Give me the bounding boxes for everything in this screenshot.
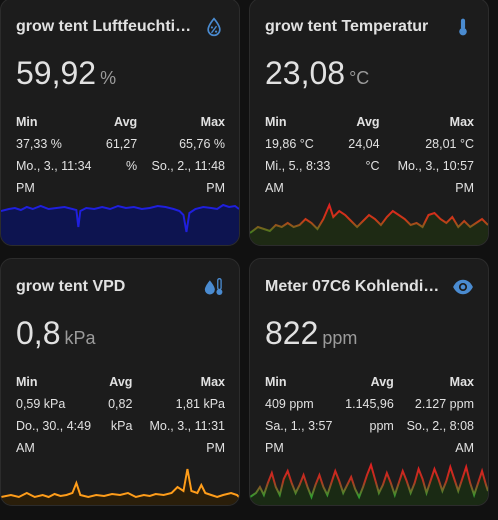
stat-min-time-ampm: AM	[265, 181, 284, 195]
stat-avg: Avg 24,04 °C	[348, 111, 379, 199]
state-value: 0,8	[16, 315, 61, 351]
stat-max-time: So., 2., 8:08	[406, 419, 474, 433]
stat-min-label: Min	[265, 115, 287, 129]
statistics: Min 19,86 °C Mi., 5., 8:33 AM Avg 24,04 …	[265, 111, 474, 199]
stat-max-time-ampm: PM	[206, 441, 225, 455]
stat-avg-label: Avg	[370, 375, 394, 389]
water-thermometer-icon	[203, 276, 225, 298]
stat-min-value: 0,59 kPa	[16, 397, 66, 411]
stat-max-value: 65,76 %	[179, 137, 225, 151]
card-title: Meter 07C6 Kohlendio…	[265, 278, 447, 295]
state-unit: kPa	[64, 328, 96, 348]
stat-avg-value: 0,82	[108, 397, 133, 411]
card-title: grow tent Luftfeuchtig…	[16, 18, 198, 35]
stat-min: Min 19,86 °C Mi., 5., 8:33 AM	[265, 111, 330, 199]
current-state: 0,8 kPa	[16, 315, 96, 352]
graph-line	[1, 203, 239, 233]
stat-min-label: Min	[16, 115, 38, 129]
stat-max-time: So., 2., 11:48	[151, 159, 225, 173]
stat-min: Min 0,59 kPa Do., 30., 4:49 AM	[16, 371, 91, 459]
stat-avg: Avg 61,27 %	[106, 111, 137, 199]
stat-max-time: Mo., 3., 11:31	[149, 419, 225, 433]
state-value: 59,92	[16, 55, 97, 91]
stat-max-time-ampm: AM	[455, 441, 474, 455]
state-unit: °C	[349, 68, 370, 88]
sensor-card-humidity[interactable]: grow tent Luftfeuchtig… 59,92 % Min 37,3…	[0, 0, 240, 246]
stat-min: Min 37,33 % Mo., 3., 11:34 PM	[16, 111, 92, 199]
card-header: grow tent Temperatur	[265, 15, 474, 39]
stat-max: Max 28,01 °C Mo., 3., 10:57 PM	[398, 111, 474, 199]
stat-avg-label: Avg	[109, 375, 133, 389]
history-graph	[250, 457, 488, 505]
graph-line	[250, 202, 488, 234]
stat-avg: Avg 1.145,96 ppm	[345, 371, 394, 459]
stat-max-time: Mo., 3., 10:57	[397, 159, 474, 173]
stat-min-value: 37,33 %	[16, 137, 62, 151]
water-percent-icon	[203, 16, 225, 38]
stat-max-value: 2.127 ppm	[414, 397, 474, 411]
stat-avg-unit: %	[126, 159, 138, 173]
stat-min-time: Mi., 5., 8:33	[265, 159, 331, 173]
eye-icon	[452, 276, 474, 298]
current-state: 59,92 %	[16, 55, 116, 92]
card-title: grow tent Temperatur	[265, 18, 429, 35]
stat-avg-value: 61,27	[105, 137, 138, 151]
stat-avg: Avg 0,82 kPa	[108, 371, 132, 459]
stat-min-time-ampm: AM	[16, 441, 35, 455]
stat-max-time-ampm: PM	[455, 181, 474, 195]
stat-avg-label: Avg	[114, 115, 138, 129]
card-title: grow tent VPD	[16, 278, 126, 295]
stat-min-time: Mo., 3., 11:34	[16, 159, 92, 173]
stat-avg-label: Avg	[356, 115, 380, 129]
stat-max-label: Max	[200, 375, 225, 389]
stat-min-time-ampm: PM	[265, 441, 284, 455]
thermometer-icon	[452, 16, 474, 38]
stat-avg-unit: ppm	[369, 419, 394, 433]
card-header: Meter 07C6 Kohlendio…	[265, 275, 474, 299]
stat-min-time: Sa., 1., 3:57	[265, 419, 333, 433]
stat-min-value: 19,86 °C	[265, 137, 314, 151]
sensor-card-temperature[interactable]: grow tent Temperatur 23,08 °C Min 19,86 …	[249, 0, 489, 246]
stat-min-time: Do., 30., 4:49	[16, 419, 92, 433]
current-state: 822 ppm	[265, 315, 357, 352]
graph-area	[250, 465, 488, 505]
stat-max-label: Max	[449, 115, 474, 129]
stat-max-value: 1,81 kPa	[175, 397, 225, 411]
card-header: grow tent Luftfeuchtig…	[16, 15, 225, 39]
graph-area	[1, 205, 239, 245]
history-graph	[250, 197, 488, 245]
current-state: 23,08 °C	[265, 55, 369, 92]
stat-avg-value: 24,04	[348, 137, 380, 151]
stat-min-value: 409 ppm	[265, 397, 314, 411]
stat-min: Min 409 ppm Sa., 1., 3:57 PM	[265, 371, 332, 459]
stat-avg-value: 1.145,96	[345, 397, 394, 411]
statistics: Min 37,33 % Mo., 3., 11:34 PM Avg 61,27 …	[16, 111, 225, 199]
history-graph	[1, 197, 239, 245]
stat-avg-unit: °C	[365, 159, 380, 173]
stat-max-value: 28,01 °C	[425, 137, 474, 151]
state-unit: ppm	[322, 328, 358, 348]
stat-min-time-ampm: PM	[16, 181, 35, 195]
state-value: 23,08	[265, 55, 346, 91]
stat-avg-unit: kPa	[110, 419, 133, 433]
stat-min-label: Min	[16, 375, 38, 389]
stat-max: Max 65,76 % So., 2., 11:48 PM	[152, 111, 225, 199]
stat-max-label: Max	[200, 115, 225, 129]
graph-line	[1, 468, 239, 499]
state-unit: %	[100, 68, 117, 88]
stat-max: Max 1,81 kPa Mo., 3., 11:31 PM	[149, 371, 225, 459]
sensor-card-vpd[interactable]: grow tent VPD 0,8 kPa Min 0,59 kPa Do., …	[0, 258, 240, 506]
stat-min-label: Min	[265, 375, 287, 389]
state-value: 822	[265, 315, 319, 351]
card-header: grow tent VPD	[16, 275, 225, 299]
stat-max-time-ampm: PM	[206, 181, 225, 195]
statistics: Min 409 ppm Sa., 1., 3:57 PM Avg 1.145,9…	[265, 371, 474, 459]
stat-max-label: Max	[449, 375, 474, 389]
statistics: Min 0,59 kPa Do., 30., 4:49 AM Avg 0,82 …	[16, 371, 225, 459]
history-graph	[1, 457, 239, 505]
stat-max: Max 2.127 ppm So., 2., 8:08 AM	[407, 371, 474, 459]
graph-line	[250, 461, 488, 500]
sensor-card-co2[interactable]: Meter 07C6 Kohlendio… 822 ppm Min 409 pp…	[249, 258, 489, 506]
